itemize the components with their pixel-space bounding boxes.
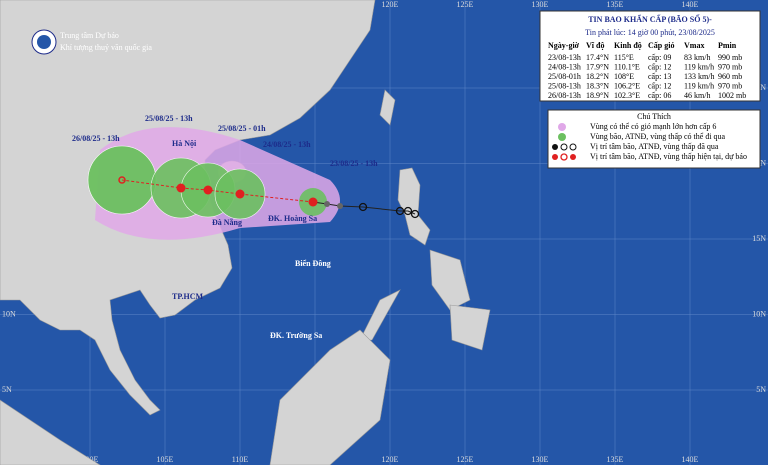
table-header: Pmin: [718, 41, 737, 50]
track: [118, 176, 420, 219]
table-cell: 24/08-13h: [548, 62, 581, 71]
lat-label: 5N: [2, 385, 12, 394]
table-cell: 1002 mb: [718, 91, 746, 100]
table-cell: 17.4°N: [586, 53, 609, 62]
legend-item: Vị trí tâm bão, ATNĐ, vùng thấp đã qua: [590, 142, 719, 151]
table-cell: cấp: 12: [648, 62, 671, 71]
table-cell: 18.9°N: [586, 91, 609, 100]
legend-item: Vùng bão, ATNĐ, vùng thấp có thể đi qua: [590, 132, 726, 141]
lat-label: 15N: [752, 234, 766, 243]
table-cell: 83 km/h: [684, 53, 710, 62]
lon-label: 120E: [382, 0, 399, 9]
table-cell: cấp: 12: [648, 81, 671, 90]
table-cell: 970 mb: [718, 81, 742, 90]
table-header: Vĩ độ: [586, 41, 604, 50]
table-header: Cấp gió: [648, 41, 674, 50]
table-cell: 18.3°N: [586, 81, 609, 90]
lon-label: 140E: [682, 0, 699, 9]
table-cell: 102.3°E: [614, 91, 640, 100]
lon-label: 130E: [532, 0, 549, 9]
table-cell: 970 mb: [718, 62, 742, 71]
table-cell: 25/08-01h: [548, 72, 581, 81]
lon-label: 105E: [157, 455, 174, 464]
table-cell: 108°E: [614, 72, 634, 81]
logo: [31, 29, 57, 55]
bulletin-issued: Tin phát lúc: 14 giờ 00 phút, 23/08/2025: [585, 28, 715, 37]
table-cell: 17.9°N: [586, 62, 609, 71]
bulletin-title: TIN BAO KHẨN CẤP (BÃO SỐ 5)-: [588, 14, 712, 24]
lat-label: 5N: [756, 385, 766, 394]
lat-label: 10N: [752, 309, 766, 318]
table-cell: 23/08-13h: [548, 53, 581, 62]
place-label: ĐK. Trường Sa: [270, 331, 322, 340]
place-label: Đà Nẵng: [212, 218, 242, 227]
place-label: Hà Nội: [172, 139, 197, 148]
track-time: 25/08/25 - 01h: [218, 124, 266, 133]
table-cell: 110.1°E: [614, 62, 640, 71]
lon-label: 125E: [457, 0, 474, 9]
place-label: ĐK. Hoàng Sa: [268, 214, 317, 223]
legend-item: Vùng có thể có gió mạnh lớn hơn cấp 6: [590, 122, 716, 131]
table-cell: 115°E: [614, 53, 634, 62]
table-cell: 26/08-13h: [548, 91, 581, 100]
legend-item: Vị trí tâm bão, ATNĐ, vùng thấp hiện tại…: [590, 152, 747, 161]
table-cell: cấp: 06: [648, 91, 671, 100]
track-time: 23/08/25 - 13h: [330, 159, 378, 168]
table-cell: cấp: 09: [648, 53, 671, 62]
table-header: Vmax: [684, 41, 704, 50]
lon-label: 135E: [607, 455, 624, 464]
table-cell: 119 km/h: [684, 81, 714, 90]
table-cell: 46 km/h: [684, 91, 710, 100]
lat-label: 10N: [2, 309, 16, 318]
table-cell: 25/08-13h: [548, 81, 581, 90]
legend-box: Chú Thích Vùng có thể có gió mạnh lớn hơ…: [547, 109, 761, 169]
table-cell: 133 km/h: [684, 72, 714, 81]
table-cell: 119 km/h: [684, 62, 714, 71]
table-cell: 960 mb: [718, 72, 742, 81]
lon-label: 130E: [532, 455, 549, 464]
track-time: 24/08/25 - 13h: [263, 140, 311, 149]
table-cell: cấp: 13: [648, 72, 671, 81]
legend-title: Chú Thích: [637, 112, 671, 121]
lon-label: 110E: [232, 455, 249, 464]
sea-label: Biển Đông: [295, 259, 331, 268]
bulletin-table: Ngày-giờ Vĩ độ Kinh độ Cấp gió Vmax Pmin 23/08…: [548, 41, 746, 100]
table-header: Kinh độ: [614, 41, 642, 50]
table-header: Ngày-giờ: [548, 41, 580, 50]
place-label: TP.HCM: [172, 292, 203, 301]
table-cell: 990 mb: [718, 53, 742, 62]
lon-label: 140E: [682, 455, 699, 464]
lon-label: 135E: [607, 0, 624, 9]
lon-label: 120E: [382, 455, 399, 464]
lon-label: 125E: [457, 455, 474, 464]
track-time: 26/08/25 - 13h: [72, 134, 120, 143]
table-cell: 106.2°E: [614, 81, 640, 90]
agency-line: Khí tượng thuỷ văn quốc gia: [60, 43, 152, 52]
bulletin-box: TIN BAO KHẨN CẤP (BÃO SỐ 5)- Tin phát lú…: [539, 10, 761, 102]
track-time: 25/08/25 - 13h: [145, 114, 193, 123]
table-cell: 18.2°N: [586, 72, 609, 81]
agency-line: Trung tâm Dự báo: [60, 31, 119, 40]
